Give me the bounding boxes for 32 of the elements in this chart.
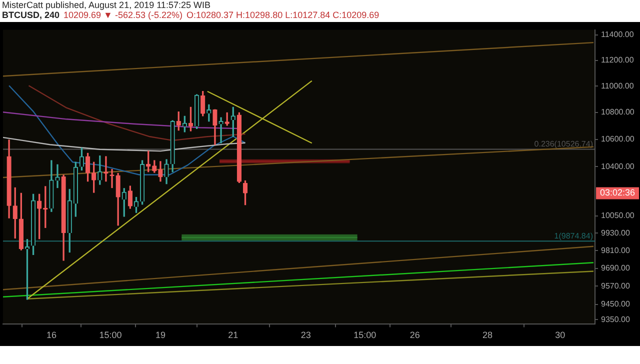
x-tick-label: 21 xyxy=(228,330,238,340)
candlestick xyxy=(218,117,224,144)
y-tick-label: 9810.00 xyxy=(601,246,630,255)
ref-line-label: 0.236(10526.74) xyxy=(534,140,594,149)
y-tick-label: 9690.00 xyxy=(601,263,630,272)
y-tick-label: 10400.00 xyxy=(601,162,635,171)
text: 03:02:36 xyxy=(600,188,636,198)
y-tick-label: 11000.00 xyxy=(601,81,634,90)
text: O:10280.37 H:10298.80 L:10127.84 C:10209.69 xyxy=(186,10,380,20)
x-tick-label: 15:00 xyxy=(354,330,376,340)
x-tick-label: 19 xyxy=(155,330,166,340)
chart-subtitle: MisterCatt published, August 21, 2019 11:57:25 WIB xyxy=(2,0,212,10)
x-tick-label: 23 xyxy=(300,330,311,340)
y-tick-label: 9450.00 xyxy=(601,300,630,309)
candlestick xyxy=(110,169,114,188)
x-tick-label: 30 xyxy=(555,330,566,340)
y-tick-label: 9570.00 xyxy=(601,281,630,290)
y-tick-label: 10050.00 xyxy=(601,211,635,220)
y-tick-label: 9930.00 xyxy=(601,228,630,238)
y-tick-label: 9350.00 xyxy=(601,314,630,324)
text: 10209.69 ▼ -562.53 (-5.22%) xyxy=(64,10,182,20)
y-tick-label: 11200.00 xyxy=(601,55,634,64)
x-tick-label: 28 xyxy=(482,330,493,340)
x-tick-label: 15:00 xyxy=(99,330,122,340)
ref-line-label: 1(9874.84) xyxy=(554,231,594,240)
y-tick-label: 10800.00 xyxy=(601,108,635,117)
chart-title: BTCUSD, 240 xyxy=(2,10,60,20)
y-tick-label: 10600.00 xyxy=(601,134,635,144)
candlestick xyxy=(55,164,60,188)
x-tick-label: 26 xyxy=(410,330,420,340)
x-tick-label: 16 xyxy=(46,330,56,340)
y-tick-label: 11400.00 xyxy=(601,30,634,40)
